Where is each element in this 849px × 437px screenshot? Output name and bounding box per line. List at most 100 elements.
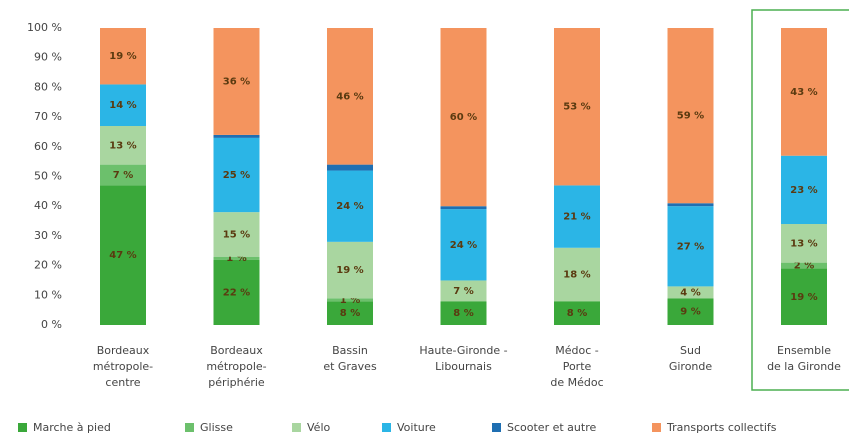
x-tick-label: Porte	[563, 360, 592, 373]
x-tick-label: métropole-	[206, 360, 266, 373]
legend-label: Scooter et autre	[507, 421, 596, 434]
x-tick-label: Bassin	[332, 344, 368, 357]
legend-label: Glisse	[200, 421, 233, 434]
legend-swatch	[492, 423, 501, 432]
value-label: 19 %	[790, 292, 817, 303]
bar-segment	[213, 137, 260, 213]
value-label: 1 %	[226, 253, 246, 264]
bar-segment	[213, 256, 260, 260]
value-label: 53 %	[563, 102, 590, 113]
bar-segment	[213, 212, 260, 257]
legend-label: Vélo	[307, 421, 330, 434]
legend-label: Transports collectifs	[666, 421, 777, 434]
x-tick-label: et Graves	[323, 360, 377, 373]
x-tick-label: Haute-Gironde -	[419, 344, 507, 357]
value-label: 21 %	[563, 212, 590, 223]
bar-segment	[667, 28, 714, 204]
legend-swatch	[18, 423, 27, 432]
value-label: 43 %	[790, 87, 817, 98]
bar-segment	[667, 203, 714, 207]
bar-segment	[327, 301, 373, 325]
y-tick-label: 60 %	[34, 140, 62, 153]
value-label: 13 %	[109, 140, 136, 151]
bar-segment	[327, 164, 373, 171]
value-label: 19 %	[336, 265, 363, 276]
value-label: 24 %	[450, 240, 477, 251]
bar-segment	[667, 298, 714, 325]
value-label: 46 %	[336, 91, 363, 102]
bar-segment	[667, 206, 714, 287]
x-tick-label: de Médoc	[550, 376, 603, 389]
value-label: 8 %	[453, 308, 473, 319]
y-tick-label: 40 %	[34, 199, 62, 212]
x-tick-label: de la Gironde	[767, 360, 841, 373]
value-label: 23 %	[790, 185, 817, 196]
value-label: 7 %	[453, 286, 473, 297]
value-label: 14 %	[109, 100, 136, 111]
value-label: 27 %	[677, 241, 704, 252]
x-tick-label: métropole-	[93, 360, 153, 373]
legend-label: Voiture	[397, 421, 436, 434]
x-tick-label: Bordeaux	[97, 344, 150, 357]
value-label: 1 %	[340, 295, 360, 306]
y-tick-label: 80 %	[34, 80, 62, 93]
value-label: 59 %	[677, 111, 704, 122]
bar-segment	[100, 126, 146, 165]
legend-swatch	[652, 423, 661, 432]
legend-swatch	[185, 423, 194, 432]
value-label: 9 %	[680, 307, 700, 318]
bar-segment	[327, 298, 373, 302]
value-label: 19 %	[109, 51, 136, 62]
bar-segment	[440, 28, 487, 207]
bar-segment	[781, 28, 827, 156]
bar-segment	[327, 241, 373, 299]
bar-segment	[327, 170, 373, 242]
bar-segment	[781, 262, 827, 269]
bar-segment	[213, 134, 260, 138]
y-tick-label: 50 %	[34, 170, 62, 183]
value-label: 7 %	[113, 170, 133, 181]
value-label: 60 %	[450, 112, 477, 123]
y-tick-label: 70 %	[34, 110, 62, 123]
bar-segment	[781, 268, 827, 325]
bar-segment	[781, 224, 827, 263]
value-label: 13 %	[790, 238, 817, 249]
bar-segment	[554, 185, 600, 248]
legend-swatch	[292, 423, 301, 432]
bar-segment	[554, 301, 600, 325]
y-tick-label: 10 %	[34, 288, 62, 301]
value-label: 36 %	[223, 76, 250, 87]
value-label: 25 %	[223, 170, 250, 181]
x-tick-label: Sud	[680, 344, 701, 357]
y-tick-label: 100 %	[27, 21, 62, 34]
highlight-box	[751, 9, 849, 391]
value-label: 47 %	[109, 250, 136, 261]
bar-segment	[327, 28, 373, 165]
bar-segment	[440, 301, 487, 325]
bar-segment	[440, 280, 487, 302]
value-label: 15 %	[223, 229, 250, 240]
bar-segment	[213, 259, 260, 325]
value-label: 18 %	[563, 270, 590, 281]
bar-segment	[667, 286, 714, 299]
x-tick-label: Ensemble	[777, 344, 831, 357]
y-tick-label: 30 %	[34, 229, 62, 242]
legend-swatch	[382, 423, 391, 432]
bar-segment	[213, 28, 260, 135]
value-label: 8 %	[567, 308, 587, 319]
x-tick-label: Médoc -	[555, 344, 599, 357]
value-label: 4 %	[680, 287, 700, 298]
x-tick-label: Bordeaux	[210, 344, 263, 357]
y-tick-label: 20 %	[34, 259, 62, 272]
x-tick-label: Gironde	[669, 360, 713, 373]
y-tick-label: 90 %	[34, 51, 62, 64]
bar-segment	[554, 28, 600, 186]
bar-segment	[554, 247, 600, 302]
x-tick-label: centre	[105, 376, 140, 389]
bar-segment	[100, 185, 146, 325]
x-tick-label: Libournais	[435, 360, 492, 373]
value-label: 8 %	[340, 308, 360, 319]
legend-label: Marche à pied	[33, 421, 111, 434]
y-tick-label: 0 %	[41, 318, 62, 331]
